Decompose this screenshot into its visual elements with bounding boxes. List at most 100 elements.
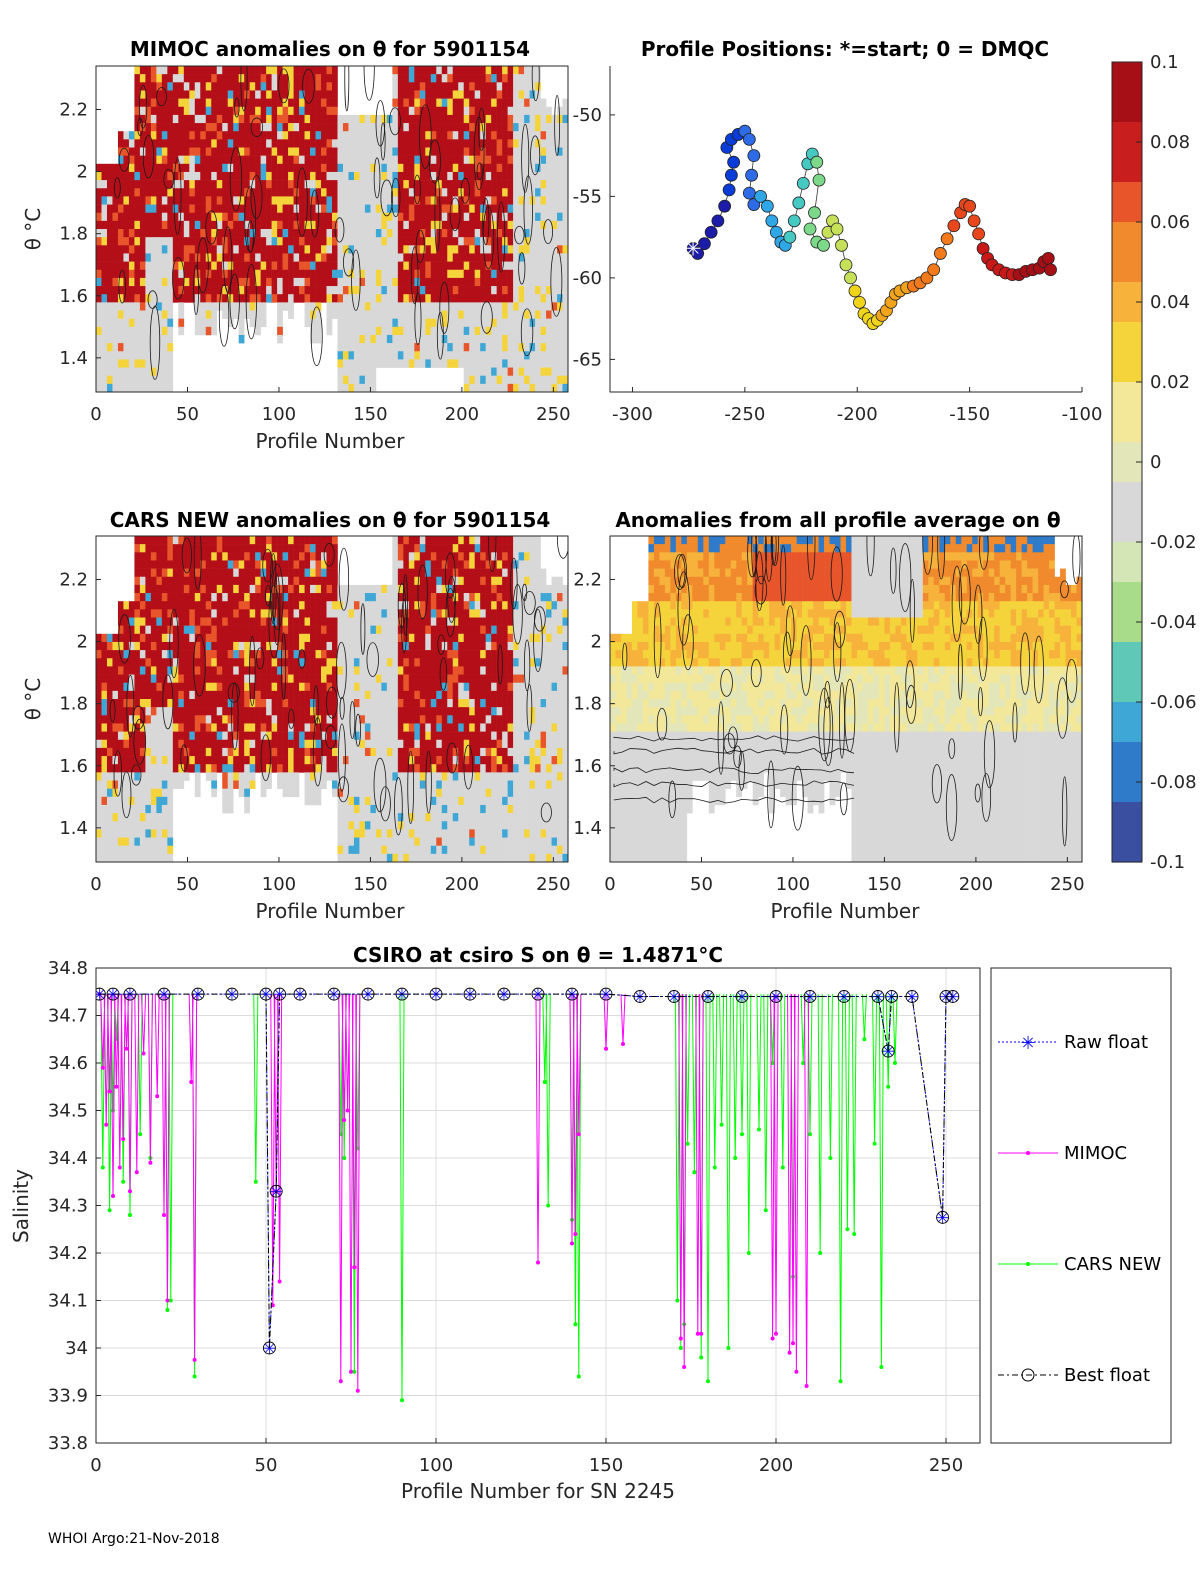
heatmap-cell [535,147,541,156]
heatmap-cell [299,658,305,667]
heatmap-cell [551,204,558,213]
heatmap-cell [101,690,108,700]
heatmap-cell [227,641,234,651]
heatmap-cell [321,74,327,83]
heatmap-cell [139,804,146,814]
heatmap-cell [200,731,207,741]
heatmap-cell [227,568,234,578]
heatmap-cell [310,747,316,757]
heatmap-cell [529,383,536,392]
heatmap-cell [397,139,404,148]
heatmap-cell [332,114,338,124]
heatmap-cell [299,106,305,116]
heatmap-cell [96,731,102,741]
heatmap-cell [216,747,223,757]
heatmap-cell [134,318,141,328]
heatmap-cell [332,723,338,732]
heatmap-cell [452,180,459,189]
heatmap-cell [397,98,404,108]
heatmap-cell [178,318,185,328]
heatmap-cell [304,294,311,303]
heatmap-cell [112,277,119,287]
heatmap-cell [353,641,360,651]
heatmap-cell [161,286,168,295]
heatmap-cell [156,715,163,724]
heatmap-cell [315,601,322,610]
heatmap-cell [156,375,163,385]
heatmap-cell [128,723,135,732]
heatmap-cell [348,853,355,862]
heatmap-cell [419,351,426,360]
heatmap-cell [205,658,212,667]
heatmap-cell [469,294,475,303]
heatmap-cell [271,229,278,238]
colorbar-segment [1112,582,1142,603]
heatmap-cell [392,286,399,295]
heatmap-cell [540,253,547,262]
heatmap-cell [430,269,437,279]
heatmap-cell [288,723,294,732]
heatmap-cell [436,106,443,116]
heatmap-cell [342,196,349,205]
heatmap-cell [535,106,541,116]
heatmap-cell [496,123,503,132]
heatmap-cell [359,813,366,822]
heatmap-cell [507,277,514,287]
heatmap-cell [145,576,152,586]
panel-mimoc-anomalies: MIMOC anomalies on θ for 5901154 0 50 100 1… [21,37,571,453]
heatmap-cell [496,302,503,311]
heatmap-cell [392,277,399,287]
heatmap-cell [161,155,168,165]
heatmap-cell [353,253,360,262]
heatmap-cell [238,245,245,254]
heatmap-cell [332,780,338,789]
heatmap-cell [134,261,141,271]
heatmap-cell [397,334,404,344]
heatmap-cell [529,310,536,319]
heatmap-cell [222,544,229,553]
heatmap-cell [315,666,322,675]
heatmap-cell [551,383,558,392]
heatmap-cell [375,593,382,602]
heatmap-cell [145,747,152,757]
heatmap-cell [551,277,558,287]
heatmap-cell [282,204,289,213]
heatmap-cell [123,171,130,181]
heatmap-cell [117,609,124,618]
heatmap-cell [161,253,168,262]
heatmap-cell [535,261,541,271]
heatmap-cell [227,261,234,271]
heatmap-cell [348,756,355,765]
heatmap-cell [260,204,267,213]
heatmap-cell [502,163,508,173]
heatmap-cell [469,204,475,213]
heatmap-cell [227,74,234,83]
heatmap-cell [260,739,267,749]
heatmap-cell [513,220,519,230]
heatmap-cell [458,74,465,83]
heatmap-cell [222,188,229,197]
heatmap-cell [238,739,245,749]
heatmap-cell [485,98,492,108]
heatmap-cell [414,163,421,173]
heatmap-cell [161,237,168,246]
heatmap-cell [227,576,234,586]
heatmap-cell [178,123,185,132]
heatmap-cell [293,253,300,262]
heatmap-cell [403,334,410,344]
y-tick-label: 2.2 [59,99,88,120]
heatmap-cell [128,229,135,238]
heatmap-cell [447,82,454,91]
heatmap-cell [150,212,157,222]
heatmap-cell [260,123,267,132]
heatmap-cell [282,229,289,238]
heatmap-cell [353,617,360,626]
heatmap-cell [364,796,371,806]
heatmap-cell [535,163,541,173]
heatmap-cell [178,764,185,773]
heatmap-cell [375,601,382,610]
heatmap-cell [189,568,196,578]
heatmap-cell [222,220,229,230]
heatmap-cell [386,245,393,254]
heatmap-cell [364,617,371,626]
